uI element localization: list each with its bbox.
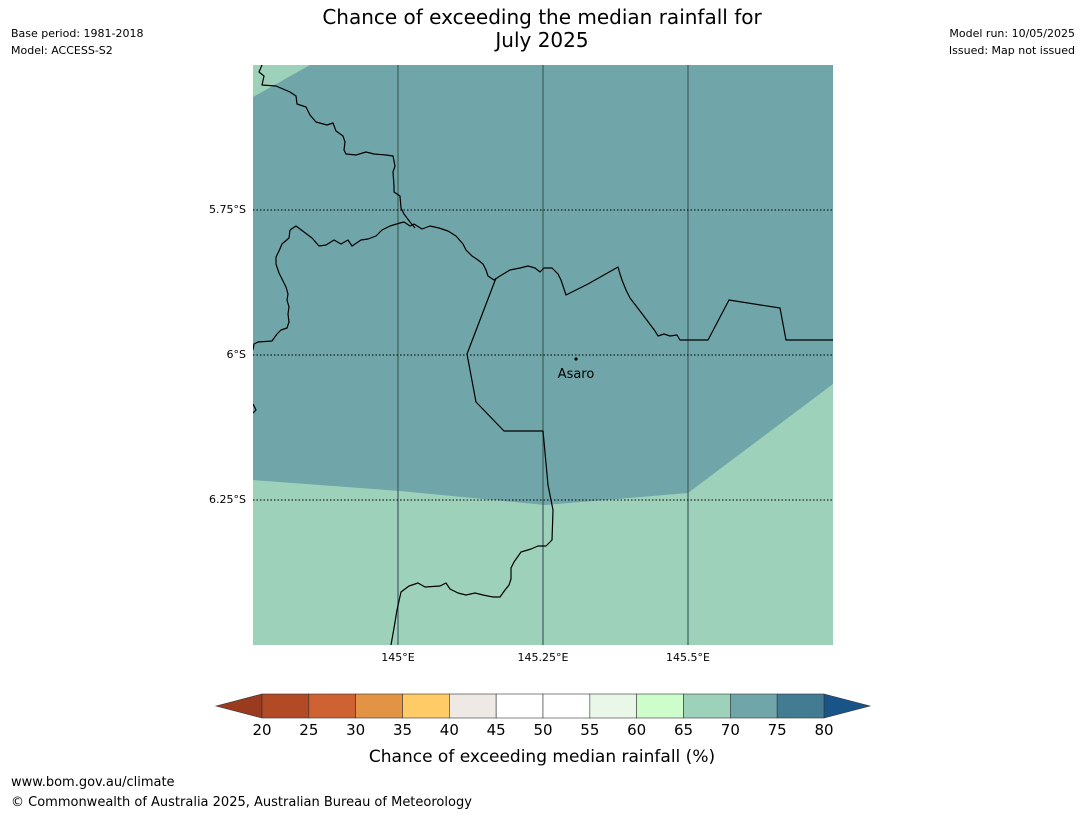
- colorbar-segment-55-60: [589, 693, 637, 719]
- issued-status: Issued: Map not issued: [948, 44, 1075, 57]
- colorbar-tick-70: 70: [721, 721, 740, 739]
- lat-label-6S: 6°S: [227, 348, 246, 361]
- place-asaro: Asaro: [558, 357, 595, 382]
- border-north: [258, 65, 416, 229]
- colorbar-segment-45-50: [495, 693, 544, 719]
- colorbar-segment-65-70: [683, 693, 731, 719]
- asaro-label: Asaro: [558, 367, 595, 382]
- footer-copyright: © Commonwealth of Australia 2025, Austra…: [11, 795, 472, 810]
- asaro-marker: [574, 357, 578, 361]
- colorbar-tick-20: 20: [252, 721, 271, 739]
- colorbar-tick-40: 40: [440, 721, 459, 739]
- parallel-lines: [253, 209, 833, 501]
- border-west-edge: [253, 403, 257, 414]
- metadata-left: Base period: 1981-2018 Model: ACCESS-S2: [11, 25, 143, 59]
- colorbar-tick-60: 60: [627, 721, 646, 739]
- colorbar-segment-70-75: [730, 693, 778, 719]
- province-borders: [253, 65, 833, 645]
- colorbar-tick-35: 35: [393, 721, 412, 739]
- colorbar-segments: [261, 693, 825, 719]
- map-title: Chance of exceeding the median rainfall …: [242, 6, 842, 52]
- colorbar-ticks: 20 25 30 35 40 45 50 55 60 65 70 75 80: [252, 721, 833, 739]
- lat-label-6.25S: 6.25°S: [209, 493, 246, 506]
- colorbar-tick-25: 25: [299, 721, 318, 739]
- colorbar-segment-40-45: [449, 693, 497, 719]
- colorbar-segment-25-30: [308, 693, 356, 719]
- lon-label-145.25E: 145.25°E: [518, 651, 569, 664]
- border-middle: [253, 229, 291, 351]
- colorbar-segment-60-65: [636, 693, 684, 719]
- colorbar-tick-55: 55: [580, 721, 599, 739]
- lat-label-5.75S: 5.75°S: [209, 203, 246, 216]
- lon-labels: 145°E 145.25°E 145.5°E: [381, 651, 710, 664]
- colorbar-tick-80: 80: [814, 721, 833, 739]
- colorbar-label: Chance of exceeding median rainfall (%): [369, 747, 715, 767]
- base-period: Base period: 1981-2018: [11, 27, 144, 40]
- border-district: [390, 277, 554, 645]
- model-name: Model: ACCESS-S2: [11, 44, 113, 57]
- border-ridge: [289, 221, 833, 341]
- colorbar-segment-35-40: [402, 693, 450, 719]
- model-run: Model run: 10/05/2025: [949, 27, 1075, 40]
- colorbar-tick-75: 75: [768, 721, 787, 739]
- lon-label-145E: 145°E: [381, 651, 414, 664]
- colorbar-segment-75-80: [776, 693, 825, 719]
- lat-labels: 5.75°S 6°S 6.25°S: [209, 203, 246, 506]
- colorbar-tick-65: 65: [674, 721, 693, 739]
- colorbar-over-arrow: [823, 693, 872, 719]
- colorbar-tick-45: 45: [487, 721, 506, 739]
- colorbar-tick-50: 50: [533, 721, 552, 739]
- probability-region-65-70-corner: [253, 65, 310, 97]
- colorbar-tick-30: 30: [346, 721, 365, 739]
- title-line-1: Chance of exceeding the median rainfall …: [322, 5, 762, 29]
- metadata-right: Model run: 10/05/2025 Issued: Map not is…: [949, 25, 1075, 59]
- title-line-2: July 2025: [495, 28, 589, 52]
- lon-label-145.5E: 145.5°E: [666, 651, 710, 664]
- footer-url: www.bom.gov.au/climate: [11, 775, 175, 790]
- colorbar-segment-50-55: [542, 693, 591, 719]
- colorbar-under-arrow: [214, 693, 263, 719]
- colorbar-segment-30-35: [355, 693, 403, 719]
- colorbar-segment-20-25: [261, 693, 310, 719]
